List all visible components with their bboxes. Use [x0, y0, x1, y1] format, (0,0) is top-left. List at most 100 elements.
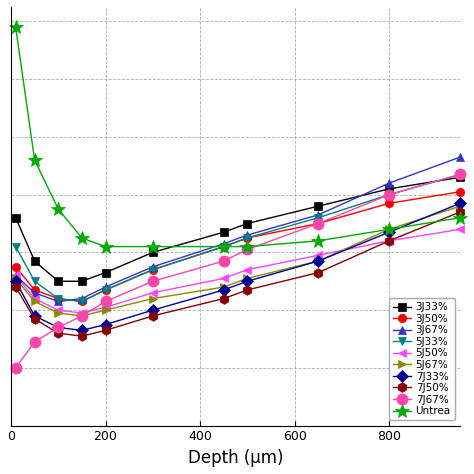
- Untrea: [103, 244, 109, 249]
- 7J50%: [79, 333, 85, 339]
- 5J50%: [386, 238, 392, 244]
- 3J33%: [150, 249, 155, 255]
- 7J50%: [315, 270, 321, 275]
- 3J50%: [55, 296, 61, 301]
- 7J33%: [32, 313, 37, 319]
- 5J67%: [386, 227, 392, 232]
- 3J67%: [55, 299, 61, 304]
- 7J50%: [55, 330, 61, 336]
- 3J67%: [315, 212, 321, 218]
- 3J50%: [245, 235, 250, 241]
- 5J67%: [103, 307, 109, 313]
- 5J50%: [55, 307, 61, 313]
- 7J50%: [386, 238, 392, 244]
- 7J67%: [386, 192, 392, 198]
- 3J50%: [13, 264, 18, 270]
- 3J33%: [221, 229, 227, 235]
- 3J50%: [150, 267, 155, 273]
- 3J33%: [55, 278, 61, 284]
- Line: 7J33%: 7J33%: [11, 199, 464, 335]
- 5J33%: [315, 215, 321, 220]
- 5J50%: [245, 267, 250, 273]
- Untrea: [13, 24, 18, 30]
- 3J33%: [79, 278, 85, 284]
- 7J67%: [150, 278, 155, 284]
- 5J67%: [245, 275, 250, 281]
- 5J67%: [13, 275, 18, 281]
- 3J67%: [457, 154, 463, 160]
- 7J50%: [103, 328, 109, 333]
- Legend: 3J33%, 3J50%, 3J67%, 5J33%, 5J50%, 5J67%, 7J33%, 7J50%, 7J67%, Untrea: 3J33%, 3J50%, 3J67%, 5J33%, 5J50%, 5J67%…: [389, 298, 455, 420]
- Untrea: [32, 157, 37, 163]
- 5J50%: [150, 290, 155, 296]
- 5J33%: [79, 299, 85, 304]
- 7J50%: [150, 313, 155, 319]
- 5J67%: [457, 203, 463, 209]
- Line: 7J50%: 7J50%: [11, 207, 465, 341]
- 7J67%: [32, 339, 37, 345]
- 7J50%: [32, 316, 37, 322]
- 3J50%: [79, 299, 85, 304]
- 3J67%: [103, 284, 109, 290]
- Line: Untrea: Untrea: [9, 20, 467, 254]
- 3J67%: [79, 296, 85, 301]
- Untrea: [315, 238, 321, 244]
- 7J67%: [103, 299, 109, 304]
- 5J50%: [457, 227, 463, 232]
- 5J67%: [79, 313, 85, 319]
- 7J33%: [103, 322, 109, 328]
- 7J33%: [315, 258, 321, 264]
- 5J50%: [103, 304, 109, 310]
- 5J50%: [221, 275, 227, 281]
- 7J50%: [13, 284, 18, 290]
- 3J67%: [13, 273, 18, 278]
- 5J67%: [32, 299, 37, 304]
- 3J67%: [221, 241, 227, 246]
- 7J67%: [315, 221, 321, 227]
- 3J33%: [13, 215, 18, 220]
- Untrea: [386, 227, 392, 232]
- 5J33%: [32, 278, 37, 284]
- 5J33%: [221, 244, 227, 249]
- 3J67%: [386, 180, 392, 186]
- Untrea: [79, 235, 85, 241]
- 5J50%: [315, 253, 321, 258]
- 7J33%: [245, 278, 250, 284]
- 3J67%: [245, 232, 250, 238]
- 3J50%: [315, 221, 321, 227]
- Untrea: [245, 244, 250, 249]
- 3J33%: [315, 203, 321, 209]
- 7J67%: [245, 246, 250, 252]
- 5J67%: [315, 258, 321, 264]
- 5J33%: [55, 296, 61, 301]
- 7J33%: [221, 287, 227, 293]
- 5J33%: [245, 235, 250, 241]
- 5J67%: [150, 296, 155, 301]
- 5J50%: [13, 273, 18, 278]
- 5J67%: [55, 310, 61, 316]
- 7J33%: [79, 328, 85, 333]
- 3J50%: [221, 244, 227, 249]
- 3J67%: [150, 264, 155, 270]
- 5J33%: [457, 172, 463, 177]
- 3J50%: [457, 189, 463, 195]
- Untrea: [55, 206, 61, 212]
- Line: 5J67%: 5J67%: [11, 202, 464, 320]
- 7J50%: [245, 287, 250, 293]
- 3J50%: [32, 287, 37, 293]
- 7J33%: [55, 325, 61, 330]
- Line: 3J50%: 3J50%: [11, 188, 464, 306]
- 5J50%: [79, 310, 85, 316]
- 3J33%: [457, 174, 463, 180]
- 5J33%: [13, 244, 18, 249]
- 7J67%: [13, 365, 18, 371]
- 7J50%: [457, 209, 463, 215]
- Line: 5J50%: 5J50%: [11, 225, 464, 317]
- 5J50%: [32, 296, 37, 301]
- 3J50%: [103, 287, 109, 293]
- 5J33%: [386, 192, 392, 198]
- 3J33%: [245, 221, 250, 227]
- 7J67%: [79, 313, 85, 319]
- 7J67%: [221, 258, 227, 264]
- 7J33%: [386, 229, 392, 235]
